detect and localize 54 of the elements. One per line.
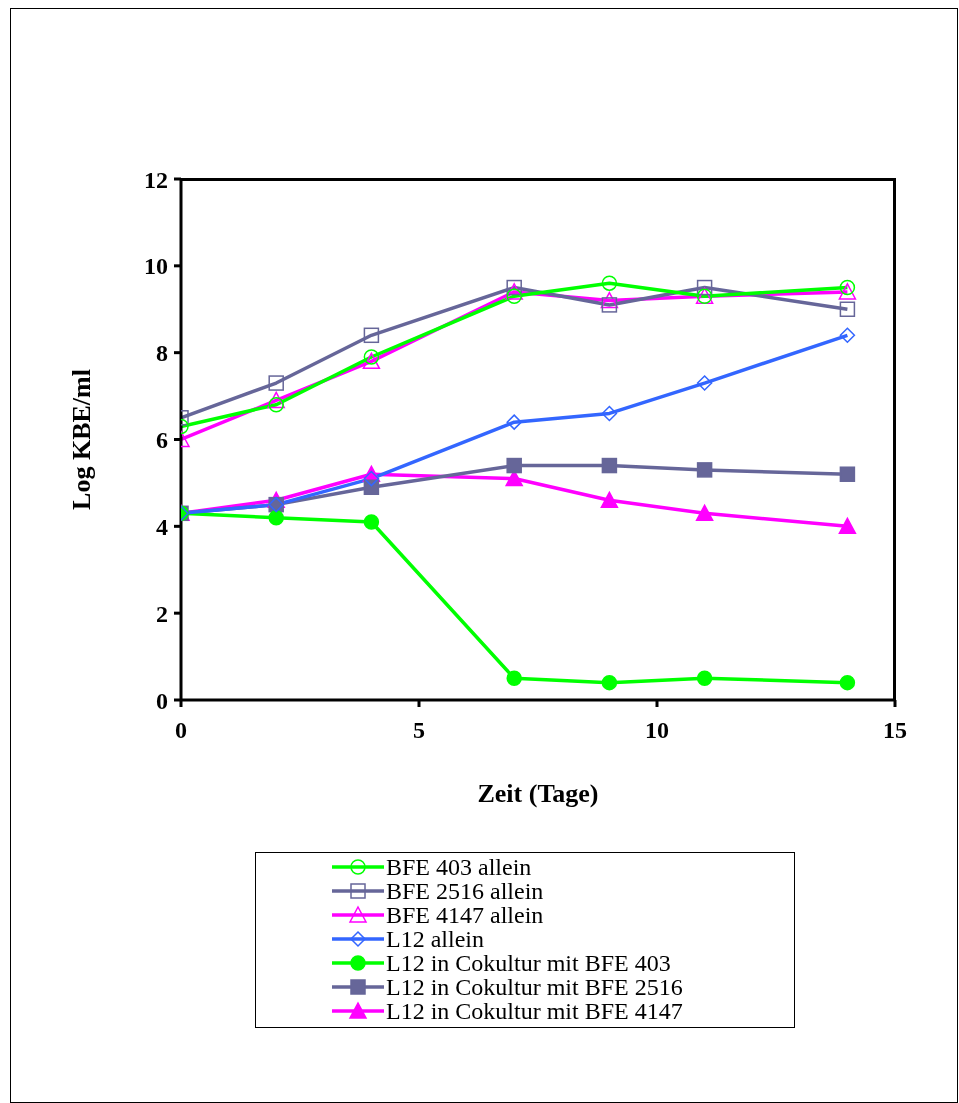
point — [506, 414, 522, 430]
x-tick-label: 10 — [645, 717, 669, 744]
point — [363, 349, 380, 365]
point — [601, 275, 618, 291]
point — [268, 509, 284, 526]
x-axis-title: Zeit (Tage) — [477, 779, 599, 808]
y-axis-title: Log KBE/ml — [67, 369, 97, 510]
point — [601, 674, 618, 691]
legend-label: BFE 4147 allein — [386, 902, 544, 928]
point — [505, 283, 523, 300]
point — [839, 466, 856, 482]
point — [362, 352, 381, 370]
x-tick-label: 15 — [883, 717, 907, 744]
point — [268, 397, 284, 413]
y-tick-label: 2 — [156, 600, 168, 627]
point — [839, 301, 856, 317]
x-tick-label: 5 — [413, 717, 425, 744]
y-tick-label: 8 — [156, 340, 168, 367]
legend-label: L12 in Cokultur mit BFE 4147 — [386, 998, 683, 1024]
point — [695, 504, 714, 522]
point — [506, 670, 522, 687]
x-tick-label: 0 — [175, 717, 187, 744]
point — [600, 291, 619, 309]
point — [600, 491, 619, 509]
point — [839, 674, 856, 691]
point — [696, 670, 713, 687]
point — [601, 297, 618, 313]
point — [838, 283, 857, 300]
point — [696, 462, 713, 478]
point — [363, 327, 380, 344]
legend-label: L12 in Cokultur mit BFE 403 — [386, 950, 671, 976]
point — [696, 279, 713, 296]
point — [696, 375, 713, 391]
legend-label: L12 in Cokultur mit BFE 2516 — [386, 974, 683, 1000]
y-tick-label: 10 — [144, 253, 168, 280]
point — [601, 405, 618, 422]
point — [839, 327, 856, 344]
point — [267, 391, 285, 409]
point — [268, 375, 284, 391]
y-tick-label: 6 — [156, 427, 168, 454]
legend-label: BFE 2516 allein — [386, 878, 544, 904]
y-tick-label: 12 — [144, 166, 168, 193]
legend-label: L12 allein — [386, 926, 484, 952]
legend-label: BFE 403 allein — [386, 854, 532, 880]
point — [506, 279, 522, 296]
point — [363, 470, 380, 487]
point — [601, 457, 618, 474]
point — [506, 288, 522, 304]
point — [839, 279, 856, 296]
point — [506, 457, 522, 474]
y-tick-label: 0 — [156, 687, 168, 714]
point — [363, 514, 380, 530]
point — [838, 517, 857, 535]
y-tick-label: 4 — [156, 513, 168, 540]
